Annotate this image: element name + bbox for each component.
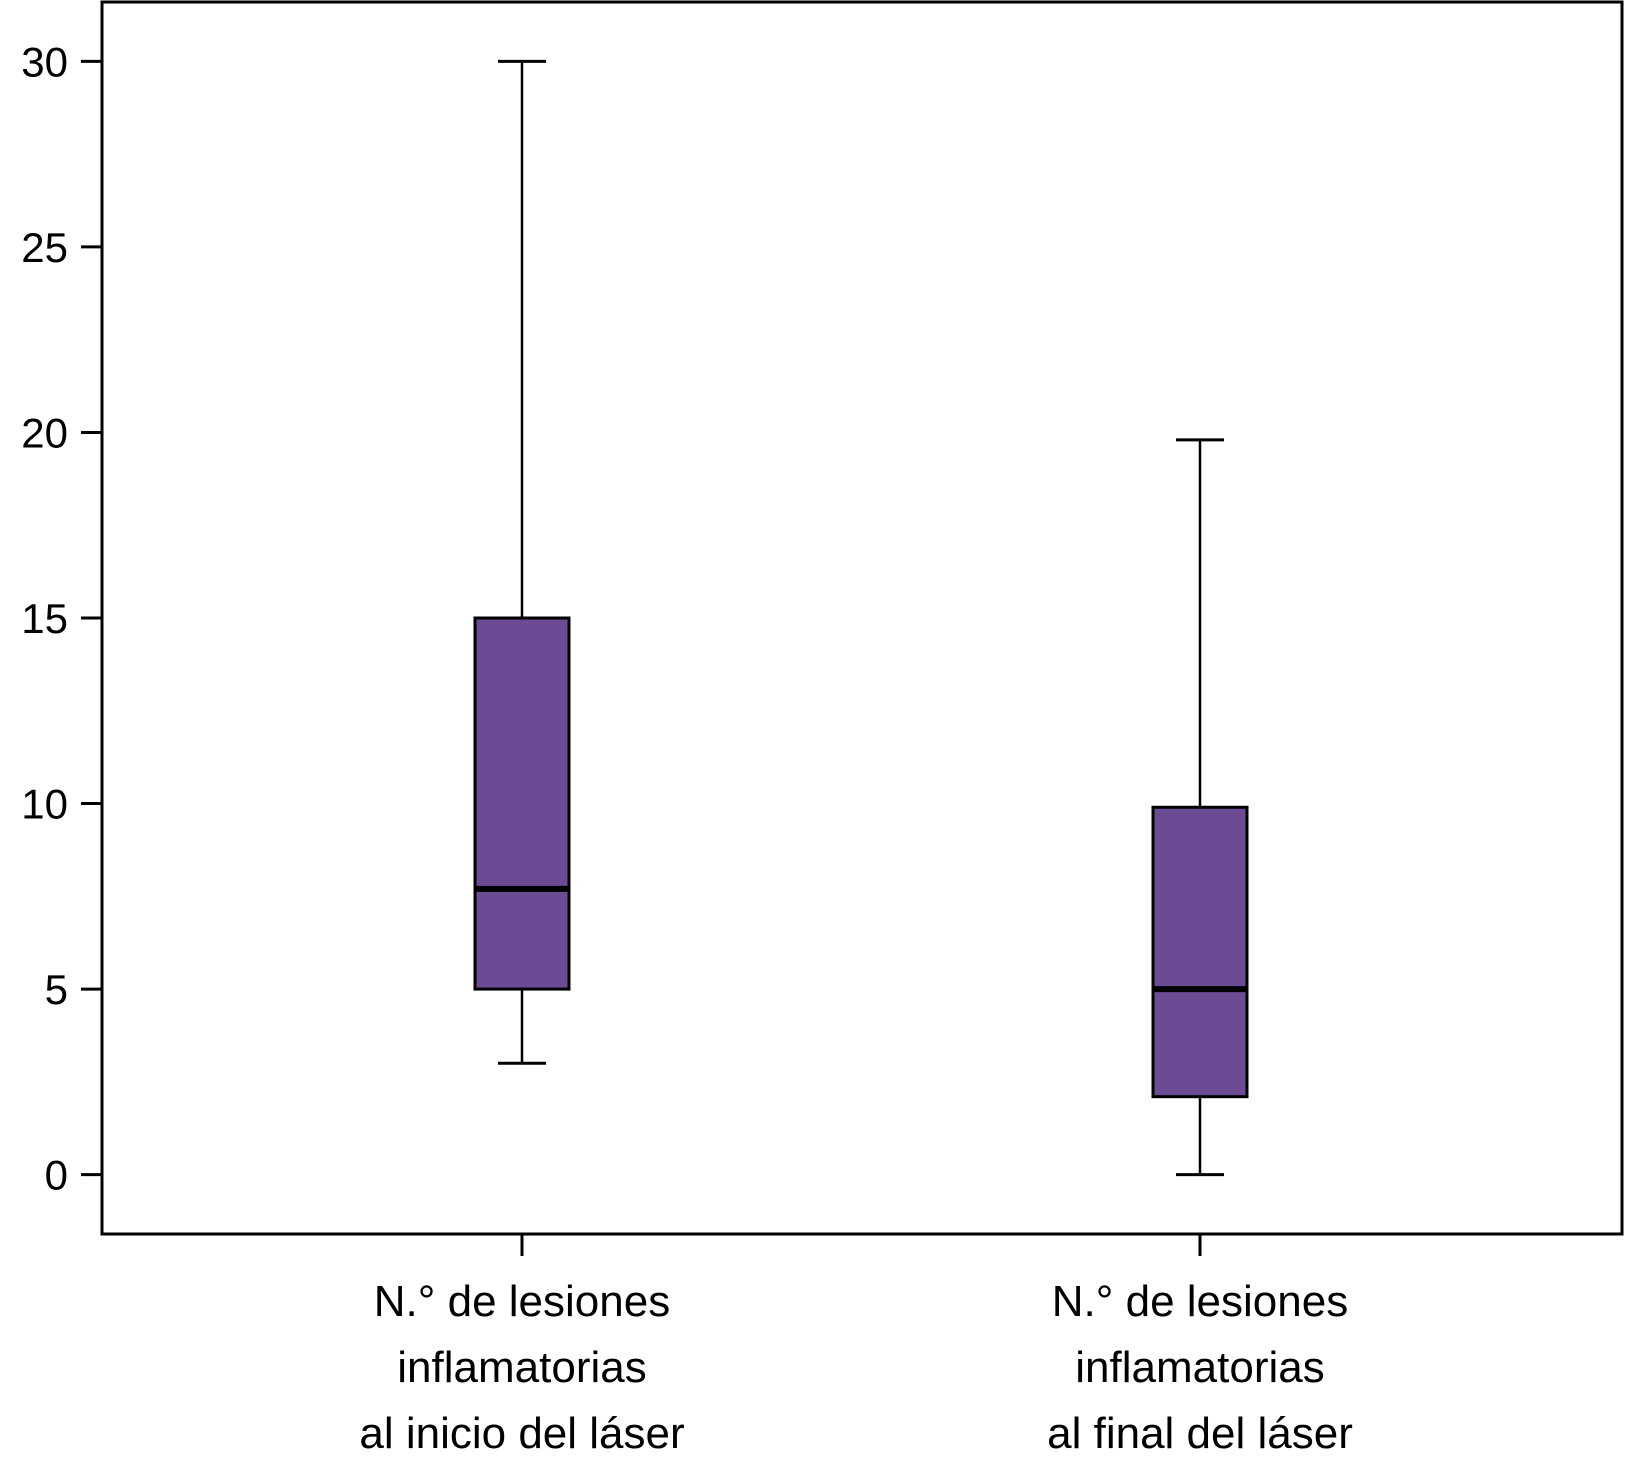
- y-tick-label: 30: [21, 38, 68, 85]
- box-1: [473, 59, 571, 1065]
- x-category-label-line: N.° de lesiones: [374, 1277, 670, 1326]
- x-category-label: N.° de lesiones inflamatorias al inicio de…: [359, 1277, 684, 1458]
- x-category-label-line: N.° de lesiones: [1052, 1277, 1348, 1326]
- x-axis: N.° de lesiones inflamatorias al inicio de…: [359, 1234, 1353, 1458]
- y-tick-label: 10: [21, 781, 68, 828]
- plot-frame: [100, 0, 1624, 1236]
- boxes: [473, 59, 1249, 1177]
- y-tick-label: 25: [21, 224, 68, 271]
- x-category-label-line: al inicio del láser: [359, 1409, 684, 1458]
- iqr-box: [473, 616, 571, 991]
- y-tick-label: 5: [45, 966, 68, 1013]
- x-category-label-line: inflamatorias: [1075, 1343, 1324, 1392]
- y-tick-label: 0: [45, 1152, 68, 1199]
- iqr-box: [1151, 805, 1249, 1099]
- box-2: [1151, 438, 1249, 1177]
- x-category-label-line: inflamatorias: [397, 1343, 646, 1392]
- x-category-label: N.° de lesiones inflamatorias al final del…: [1047, 1277, 1353, 1458]
- y-tick-label: 20: [21, 409, 68, 456]
- x-category-label-line: al final del láser: [1047, 1409, 1353, 1458]
- y-tick-label: 15: [21, 595, 68, 642]
- y-axis: 0 5 10 15 20 25 30: [21, 38, 102, 1199]
